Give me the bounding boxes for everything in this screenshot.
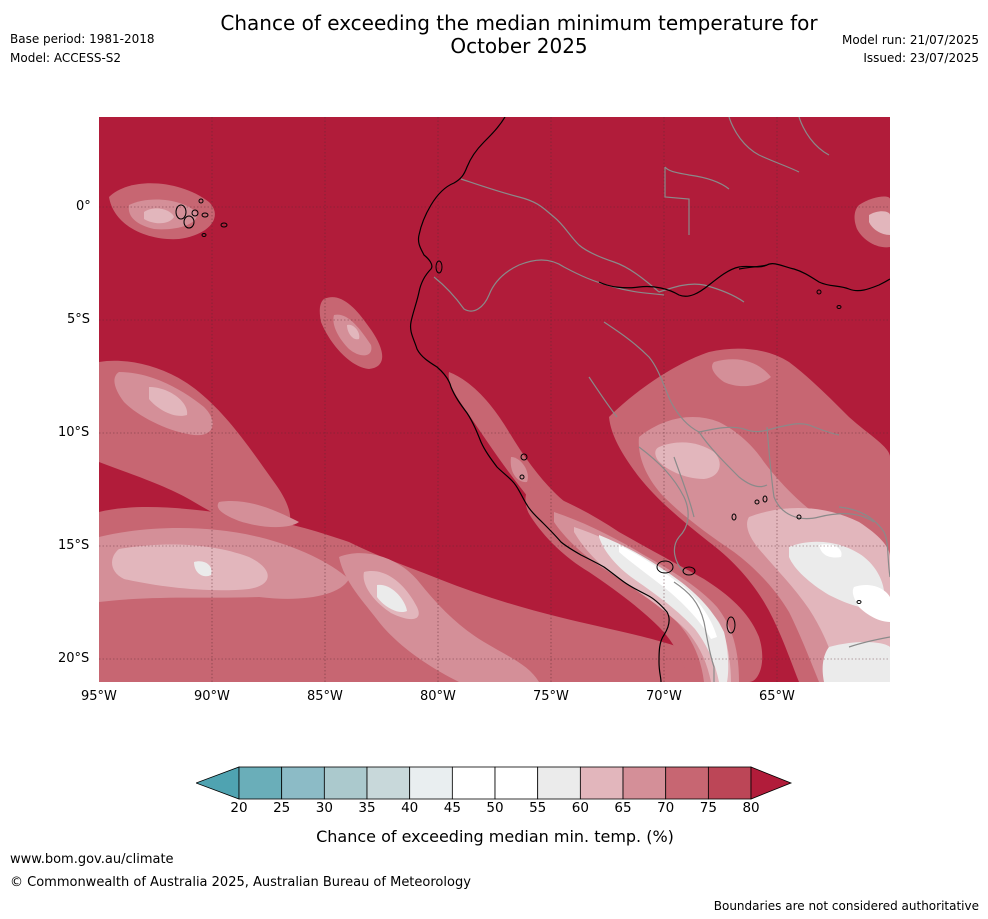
colorbar-cell <box>366 766 411 800</box>
colorbar-tick-label: 75 <box>699 800 717 816</box>
copyright-text: © Commonwealth of Australia 2025, Austra… <box>10 875 471 890</box>
website-url: www.bom.gov.au/climate <box>10 852 174 867</box>
lat-label: 10°S <box>58 425 90 440</box>
colorbar-tick-label: 55 <box>529 800 547 816</box>
colorbar-tick-label: 45 <box>443 800 461 816</box>
colorbar-tick-label: 30 <box>315 800 333 816</box>
lon-label: 80°W <box>420 689 456 704</box>
lat-label: 20°S <box>58 651 90 666</box>
colorbar-over-arrow <box>750 766 793 800</box>
islands-and-lakes <box>175 198 862 634</box>
colorbar-title: Chance of exceeding median min. temp. (%… <box>316 827 674 846</box>
colorbar-tick-label: 65 <box>614 800 632 816</box>
colorbar-cell <box>323 766 368 800</box>
colorbar-cell <box>622 766 667 800</box>
colorbar-tick-label: 60 <box>571 800 589 816</box>
boundaries-note: Boundaries are not considered authoritat… <box>713 899 979 913</box>
colorbar-cell <box>409 766 453 800</box>
colorbar-tick-label: 20 <box>230 800 248 816</box>
lon-label: 65°W <box>759 689 795 704</box>
colorbar-tick-label: 25 <box>273 800 291 816</box>
model-run-text: Model run: 21/07/2025 <box>841 33 979 47</box>
colorbar-tick-label: 70 <box>657 800 675 816</box>
colorbar-cell <box>537 766 581 800</box>
lat-label: 0° <box>76 199 91 214</box>
colorbar-cell <box>494 766 539 800</box>
colorbar-cell <box>238 766 283 800</box>
lon-label: 70°W <box>646 689 682 704</box>
colorbar-cell <box>451 766 496 800</box>
model-text: Model: ACCESS-S2 <box>10 51 122 65</box>
map-title: Chance of exceeding the median minimum t… <box>160 12 878 58</box>
lon-label: 95°W <box>81 689 117 704</box>
colorbar-tick-label: 35 <box>358 800 376 816</box>
graticule <box>99 117 890 682</box>
forecast-map <box>99 117 890 682</box>
coastlines <box>409 117 890 682</box>
colorbar-cell <box>665 766 709 800</box>
lat-label: 15°S <box>58 538 90 553</box>
lon-label: 75°W <box>533 689 569 704</box>
colorbar-cell <box>281 766 325 800</box>
probability-shading <box>99 183 890 682</box>
colorbar-under-arrow <box>196 766 240 800</box>
colorbar <box>196 766 793 800</box>
colorbar-cells <box>238 766 752 800</box>
base-period-text: Base period: 1981-2018 <box>10 32 155 46</box>
colorbar-tick-label: 40 <box>401 800 419 816</box>
lon-label: 85°W <box>307 689 343 704</box>
colorbar-cell <box>707 766 752 800</box>
lat-label: 5°S <box>67 312 91 327</box>
colorbar-tick-label: 80 <box>742 800 760 816</box>
colorbar-tick-label: 50 <box>486 800 504 816</box>
colorbar-cell <box>579 766 624 800</box>
title-line-1: Chance of exceeding the median minimum t… <box>220 11 818 35</box>
issued-text: Issued: 23/07/2025 <box>863 51 979 65</box>
title-line-2: October 2025 <box>450 34 588 58</box>
lon-label: 90°W <box>194 689 230 704</box>
